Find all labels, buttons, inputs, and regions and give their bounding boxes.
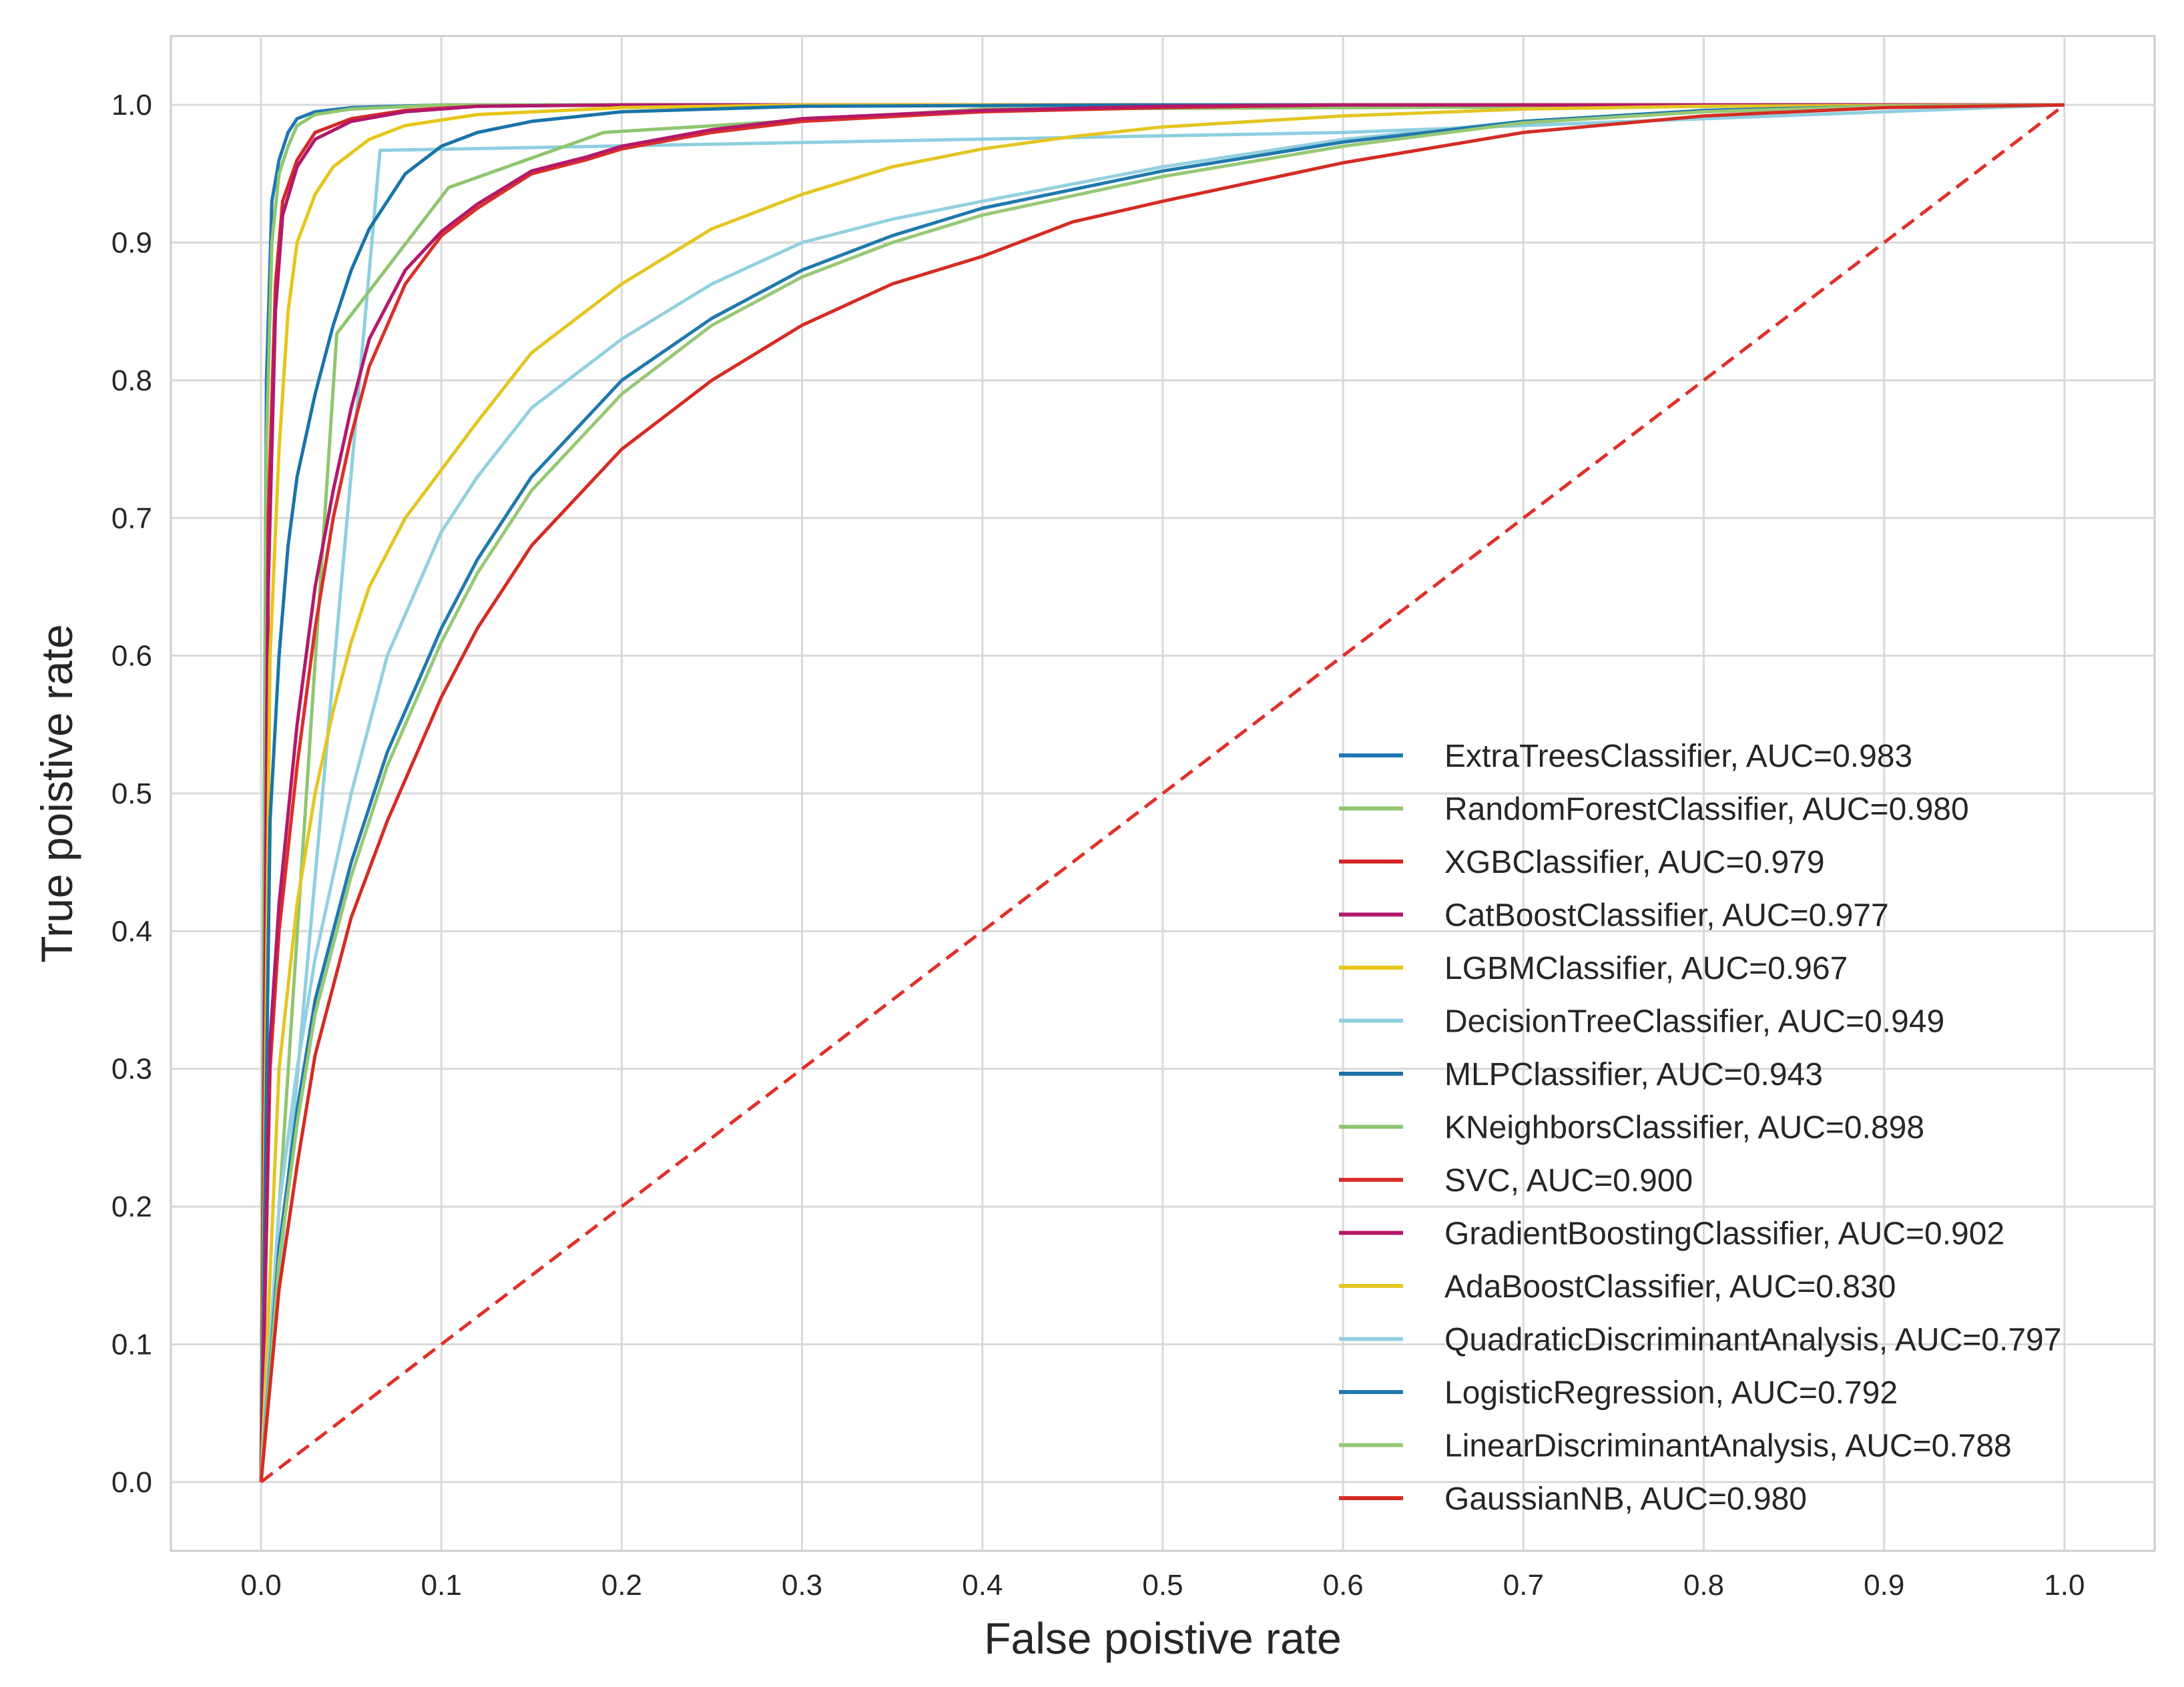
y-tick-label: 0.2 [111, 1191, 152, 1223]
y-tick-label: 0.8 [111, 364, 152, 397]
roc-curve-15 [259, 103, 2065, 1483]
roc-curve-14 [259, 103, 2065, 1483]
roc-curve-5 [259, 103, 2065, 1482]
legend-entry: QuadraticDiscriminantAnalysis, AUC=0.797 [1444, 1323, 2061, 1358]
legend-entry: MLPClassifier, AUC=0.943 [1444, 1057, 1823, 1092]
legend-entry: CatBoostClassifier, AUC=0.977 [1444, 898, 1889, 934]
x-tick-label: 0.3 [782, 1569, 822, 1602]
x-tick-label: 1.0 [2044, 1569, 2085, 1602]
x-tick-label: 0.7 [1503, 1569, 1544, 1602]
y-tick-label: 0.4 [111, 915, 152, 948]
legend: ExtraTreesClassifier, AUC=0.983 RandomFor… [1339, 739, 2061, 1517]
legend-entry: ExtraTreesClassifier, AUC=0.983 [1444, 739, 1912, 774]
x-tick-label: 0.0 [241, 1569, 282, 1602]
chance-reference-line [260, 103, 2066, 1483]
y-tick-label: 0.5 [111, 777, 152, 810]
roc-curves [259, 103, 2065, 1483]
legend-entry: GaussianNB, AUC=0.980 [1444, 1481, 1807, 1517]
x-tick-label: 0.2 [601, 1569, 642, 1602]
roc-curve-7 [259, 103, 2065, 1482]
legend-entry: SVC, AUC=0.900 [1444, 1163, 1693, 1199]
x-tick-label: 0.6 [1323, 1569, 1364, 1602]
y-axis-label: True poistive rate [32, 624, 81, 962]
roc-curve-6 [259, 103, 2065, 1483]
legend-entry: GradientBoostingClassifier, AUC=0.902 [1444, 1217, 2004, 1252]
x-tick-label: 0.4 [962, 1569, 1003, 1602]
legend-entry: LogisticRegression, AUC=0.792 [1444, 1375, 1898, 1411]
x-tick-label: 0.9 [1864, 1569, 1904, 1602]
legend-entry: DecisionTreeClassifier, AUC=0.949 [1444, 1004, 1944, 1040]
legend-entry: AdaBoostClassifier, AUC=0.830 [1444, 1269, 1896, 1305]
roc-curve-11 [259, 103, 2065, 1482]
y-tick-label: 0.0 [111, 1466, 152, 1499]
y-tick-labels: 0.0 0.1 0.2 0.3 0.4 0.5 0.6 0.7 0.8 0.9 1.0 [111, 89, 152, 1499]
legend-entry: XGBClassifier, AUC=0.979 [1444, 845, 1825, 880]
y-tick-label: 1.0 [111, 89, 152, 121]
roc-curve-10 [259, 103, 2065, 1482]
y-tick-label: 0.3 [111, 1053, 152, 1086]
x-axis-label: False poistive rate [984, 1614, 1342, 1663]
y-tick-label: 0.1 [111, 1328, 152, 1361]
y-tick-label: 0.6 [111, 640, 152, 673]
x-tick-label: 0.8 [1683, 1569, 1724, 1602]
legend-entry: LinearDiscriminantAnalysis, AUC=0.788 [1444, 1429, 2012, 1464]
legend-entry: RandomForestClassifier, AUC=0.980 [1444, 792, 1969, 827]
x-tick-label: 0.1 [421, 1569, 462, 1602]
x-tick-label: 0.5 [1142, 1569, 1183, 1602]
legend-entry: LGBMClassifier, AUC=0.967 [1444, 951, 1848, 986]
roc-curve-4 [259, 103, 2065, 1482]
y-tick-label: 0.9 [111, 227, 152, 260]
x-tick-labels: 0.0 0.1 0.2 0.3 0.4 0.5 0.6 0.7 0.8 0.9 1.0 [241, 1569, 2085, 1602]
roc-curve-13 [259, 103, 2065, 1482]
legend-entry: KNeighborsClassifier, AUC=0.898 [1444, 1110, 1924, 1146]
y-tick-label: 0.7 [111, 502, 152, 535]
